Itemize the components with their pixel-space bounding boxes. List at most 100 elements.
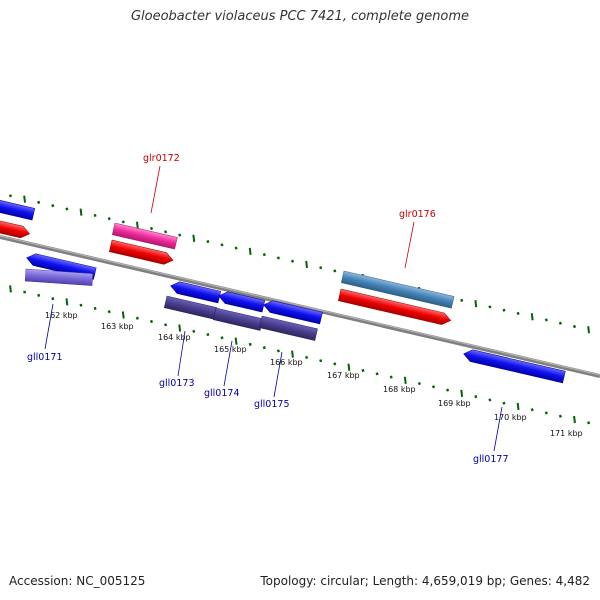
- tick-bottom-major-9: [121, 311, 125, 319]
- leader-gll0171: [44, 303, 54, 350]
- tick-top-minor-15: [206, 239, 210, 244]
- tick-label-166: 166 kbp: [270, 358, 303, 367]
- tick-bottom-minor-11: [149, 319, 154, 324]
- tick-row-reverse: [9, 285, 591, 425]
- tick-top-major-18: [248, 247, 252, 255]
- tick-bottom-minor-19: [262, 346, 266, 350]
- tick-bottom-major-5: [65, 298, 69, 306]
- tick-bottom-minor-10: [135, 316, 139, 320]
- gene-red-left[interactable]: [0, 218, 31, 240]
- label-gll0173[interactable]: gll0173: [159, 378, 195, 389]
- tick-bottom-major-37: [516, 402, 520, 411]
- tick-bottom-minor-14: [192, 329, 196, 333]
- leader-glr0176: [404, 221, 415, 269]
- tick-top-minor-37: [516, 311, 520, 316]
- label-gll0177[interactable]: gll0177: [473, 454, 509, 465]
- tick-label-167: 167 kbp: [327, 371, 360, 380]
- tick-top-minor-23: [319, 266, 323, 270]
- tick-top-major-22: [305, 260, 308, 269]
- gene-gll0175-arrow[interactable]: [262, 299, 323, 325]
- tick-bottom-minor-28: [389, 375, 393, 379]
- tick-top-major-38: [530, 313, 534, 321]
- tick-top-minor-7: [93, 213, 97, 218]
- tick-top-minor-36: [502, 308, 506, 312]
- label-gll0175[interactable]: gll0175: [254, 399, 290, 410]
- gene-glr0176[interactable]: [340, 270, 455, 309]
- tick-bottom-minor-39: [544, 411, 548, 415]
- tick-bottom-minor-16: [220, 336, 224, 340]
- genome-backbone-highlight: [0, 235, 600, 376]
- gene-gll0171-box[interactable]: [24, 268, 94, 286]
- tick-bottom-minor-22: [305, 355, 309, 360]
- leader-gll0173: [177, 330, 186, 377]
- leader-gll0174: [223, 340, 233, 387]
- tick-bottom-minor-8: [107, 310, 111, 314]
- tick-bottom-minor-26: [361, 368, 365, 373]
- label-gll0171[interactable]: gll0171: [27, 352, 63, 363]
- tick-top-major-10: [136, 221, 139, 229]
- tick-label-171: 171 kbp: [550, 429, 583, 438]
- tick-top-minor-21: [290, 259, 295, 263]
- tick-bottom-minor-3: [37, 293, 41, 297]
- label-glr0176[interactable]: glr0176: [399, 209, 436, 220]
- gene-red-2[interactable]: [337, 288, 452, 326]
- tick-bottom-major-1: [9, 285, 12, 293]
- genome-backbone: [0, 235, 600, 378]
- tick-top-minor-1: [8, 194, 13, 198]
- leader-gll0177: [493, 406, 503, 452]
- leader-gll0175: [273, 351, 283, 398]
- tick-label-163: 163 kbp: [101, 322, 134, 331]
- tick-bottom-minor-32: [446, 388, 450, 392]
- tick-top-minor-5: [65, 207, 69, 211]
- gene-gll0173-arrow[interactable]: [169, 280, 222, 304]
- tick-bottom-minor-30: [417, 381, 421, 386]
- tick-label-164: 164 kbp: [158, 333, 191, 342]
- label-glr0172[interactable]: glr0172: [143, 153, 180, 164]
- tick-label-168: 168 kbp: [383, 385, 416, 394]
- tick-bottom-major-21: [291, 350, 294, 358]
- tick-top-major-14: [192, 234, 196, 242]
- tick-bottom-major-13: [178, 324, 182, 332]
- tick-label-170: 170 kbp: [494, 413, 527, 422]
- tick-bottom-major-29: [403, 376, 407, 384]
- tick-top-minor-39: [544, 318, 548, 322]
- tick-bottom-minor-40: [558, 414, 562, 418]
- tick-bottom-minor-42: [587, 421, 591, 425]
- tick-top-major-34: [474, 300, 478, 308]
- tick-label-169: 169 kbp: [438, 399, 471, 408]
- tick-bottom-major-25: [347, 363, 351, 371]
- tick-bottom-minor-23: [319, 359, 323, 363]
- tick-bottom-minor-35: [488, 398, 492, 402]
- gene-gll0174-arrow[interactable]: [217, 290, 266, 313]
- tick-bottom-minor-7: [93, 306, 97, 311]
- tick-top-minor-9: [121, 220, 125, 224]
- genome-summary-text: Topology: circular; Length: 4,659,019 bp…: [260, 574, 590, 588]
- tick-label-162: 162 kbp: [45, 311, 78, 320]
- tick-top-minor-12: [164, 230, 168, 234]
- tick-bottom-minor-6: [79, 303, 83, 307]
- tick-bottom-minor-20: [276, 349, 280, 353]
- tick-bottom-minor-4: [51, 297, 55, 301]
- tick-bottom-minor-2: [23, 290, 27, 294]
- gene-gll0175-box[interactable]: [258, 315, 318, 341]
- tick-bottom-major-41: [573, 415, 576, 424]
- tick-top-minor-17: [234, 246, 238, 250]
- leader-glr0172: [150, 165, 161, 214]
- label-gll0174[interactable]: gll0174: [204, 388, 240, 399]
- gene-red-1[interactable]: [108, 239, 174, 266]
- tick-top-minor-11: [149, 226, 154, 231]
- tick-top-minor-8: [107, 217, 111, 221]
- tick-top-minor-19: [262, 253, 266, 257]
- gene-left-blue-top[interactable]: [0, 197, 36, 221]
- page-title: Gloeobacter violaceus PCC 7421, complete…: [130, 9, 470, 24]
- tick-bottom-minor-27: [375, 372, 379, 376]
- tick-bottom-minor-15: [206, 332, 210, 337]
- tick-top-minor-16: [220, 243, 224, 247]
- tick-bottom-minor-12: [164, 323, 168, 327]
- gene-gll0177-arrow[interactable]: [462, 348, 566, 384]
- gene-gll0174-box[interactable]: [212, 307, 264, 331]
- tick-bottom-minor-24: [333, 362, 337, 366]
- tick-top-minor-33: [460, 298, 464, 302]
- gene-glr0172[interactable]: [111, 222, 178, 250]
